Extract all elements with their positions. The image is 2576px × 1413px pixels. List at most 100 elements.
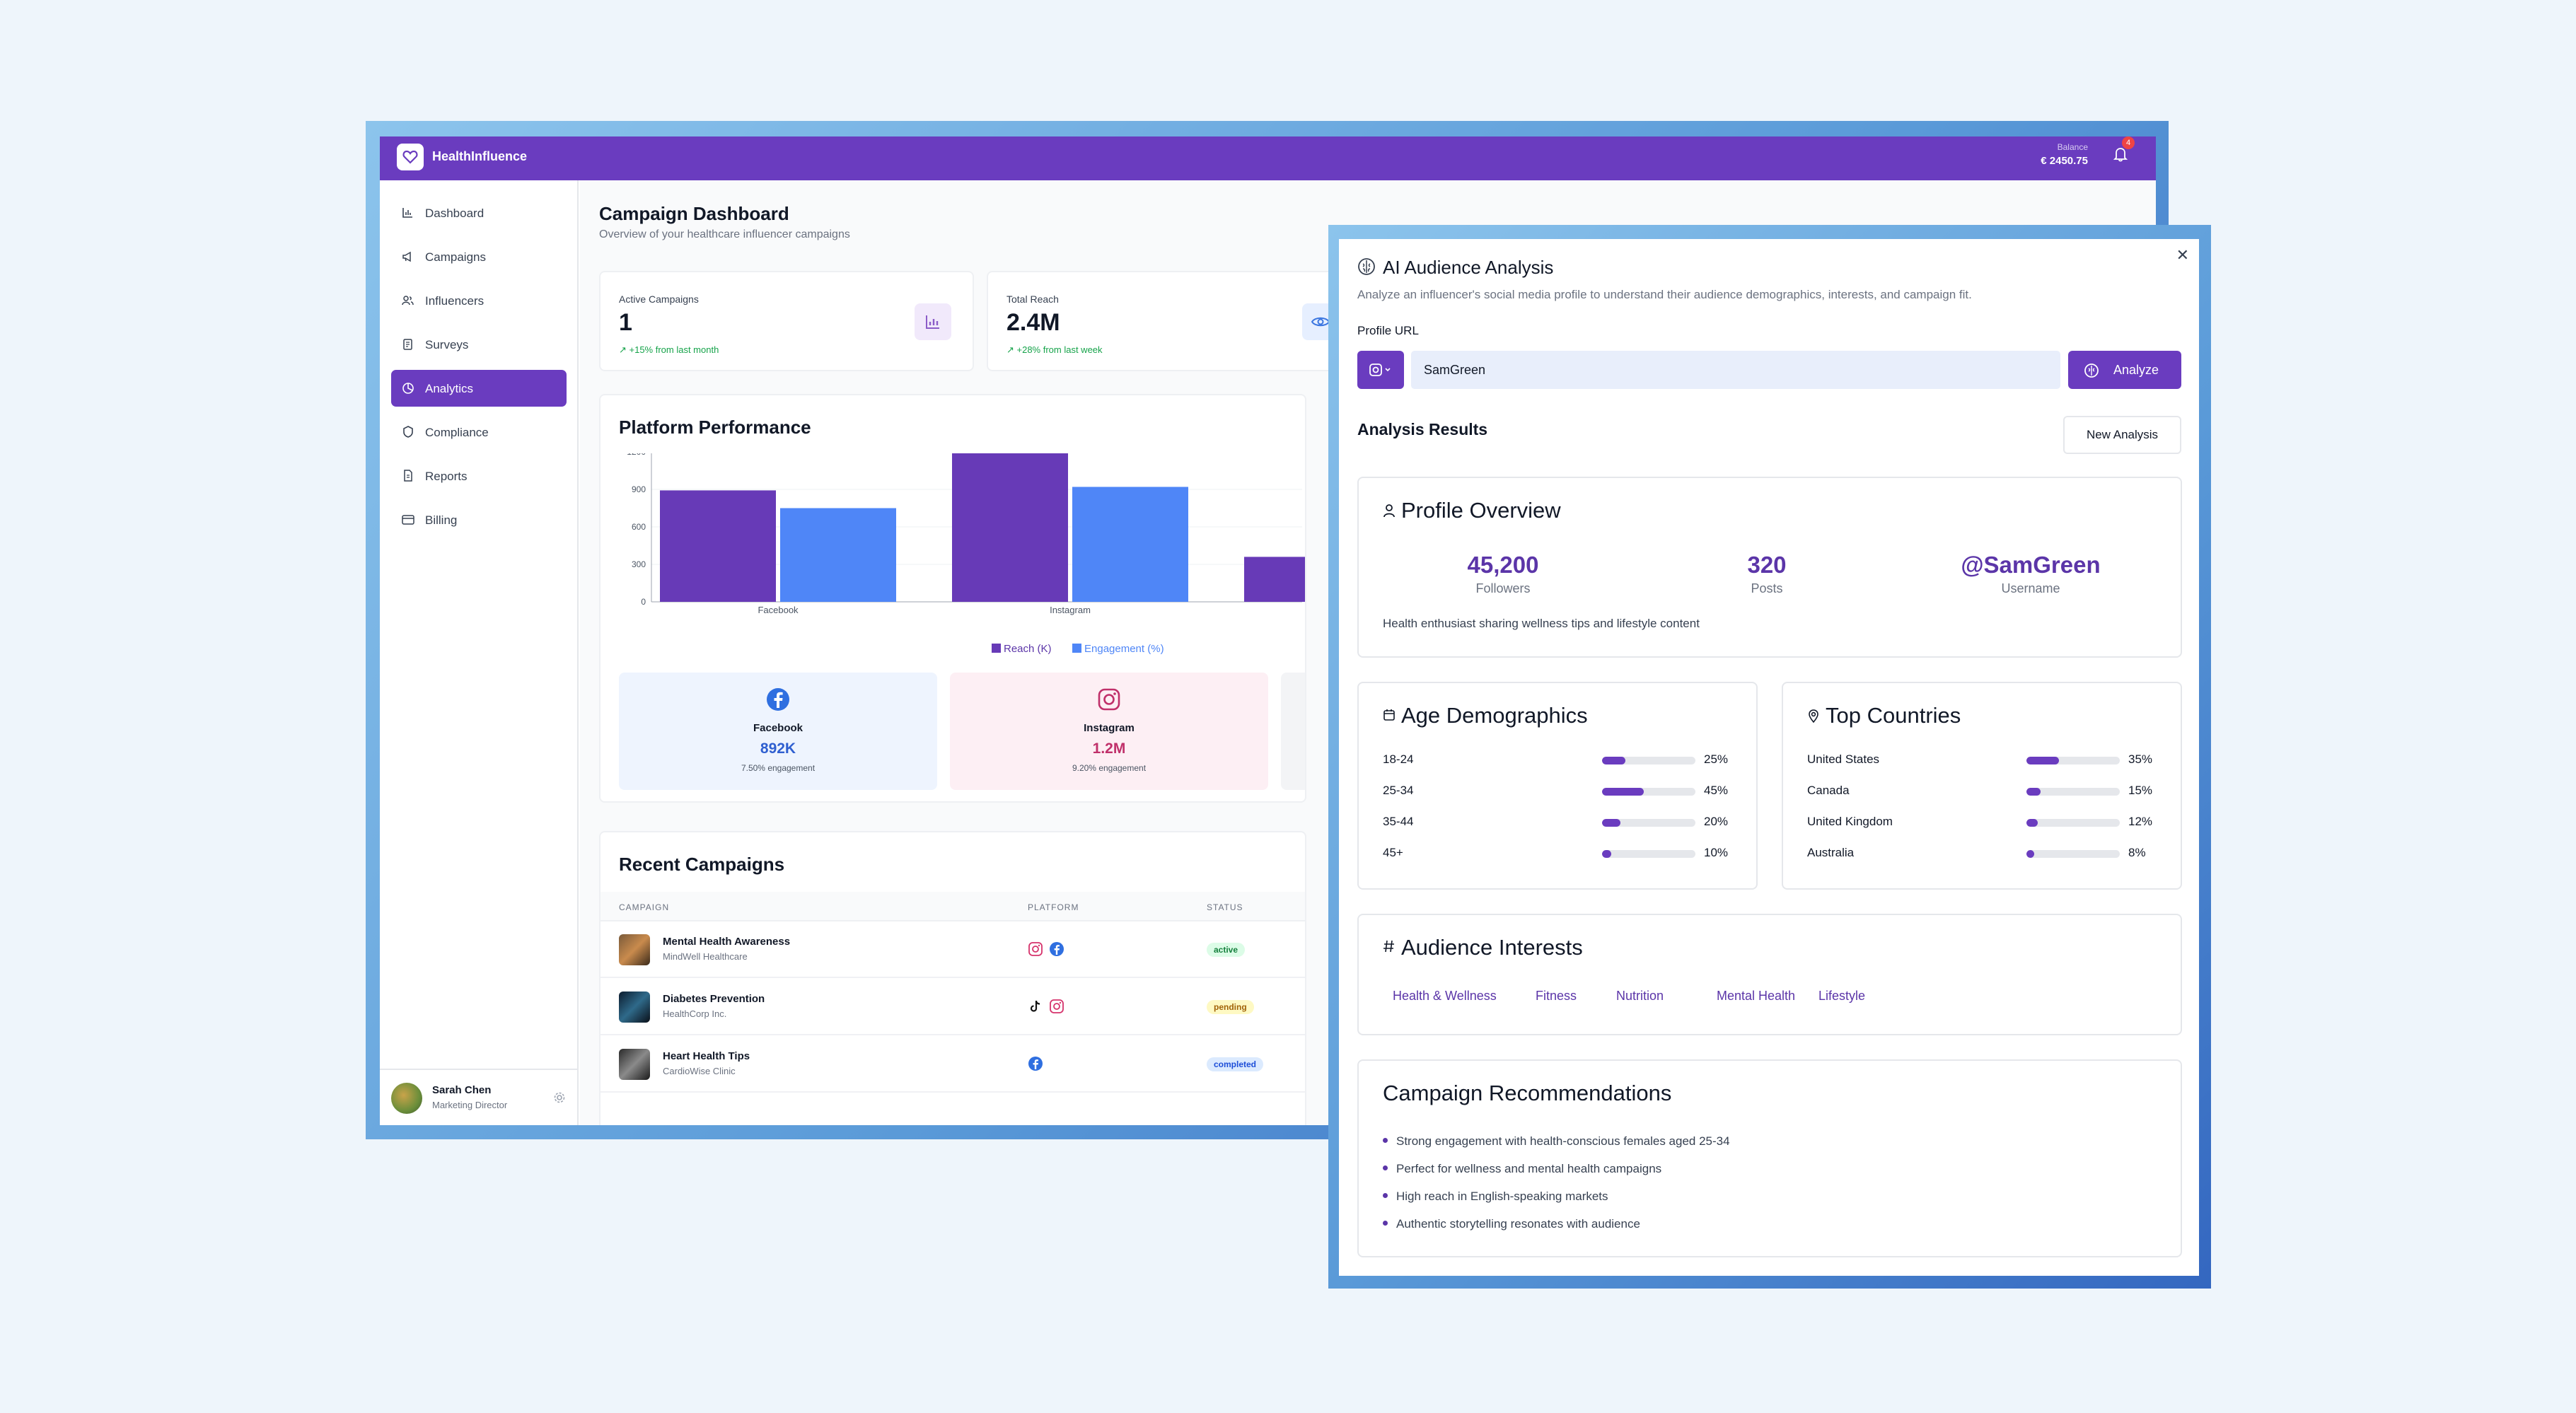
megaphone-icon (402, 251, 411, 262)
platform-icons (1028, 999, 1070, 1018)
bar-row: 45+ 10% (1383, 844, 1780, 861)
recent-campaigns-panel: Recent Campaigns CAMPAIGN PLATFORM STATU… (599, 831, 1306, 1125)
platform-card-instagram[interactable]: Instagram 1.2M 9.20% engagement (950, 673, 1268, 790)
stat-value: 2.4M (1006, 309, 1060, 336)
campaign-name: Mental Health Awareness (663, 936, 791, 948)
sidebar-item-label: Analytics (425, 382, 474, 395)
bar-row: United Kingdom 12% (1807, 813, 2199, 830)
analyze-label: Analyze (2113, 363, 2159, 377)
recommendation-item: Perfect for wellness and mental health c… (1383, 1162, 1661, 1176)
followers-label: Followers (1475, 581, 1531, 595)
facebook-icon (1050, 942, 1064, 956)
analyze-button[interactable]: Analyze (2068, 351, 2181, 389)
stat-card-active-campaigns: Active Campaigns 1 ↗ +15% from last mont… (599, 271, 974, 371)
stat-value: 1 (619, 309, 632, 336)
interest-tag[interactable]: Mental Health (1717, 989, 1796, 1003)
campaign-org: HealthCorp Inc. (663, 1008, 727, 1019)
sidebar-item-label: Campaigns (425, 250, 486, 264)
sidebar-item-billing[interactable]: Billing (391, 501, 567, 538)
platform-bar-chart: 0 300 600 900 1200 Facebook Instagram (627, 453, 1305, 615)
close-icon[interactable]: ✕ (2176, 246, 2189, 264)
bar-chart-icon (402, 208, 412, 218)
user-profile[interactable]: Sarah Chen Marketing Director (380, 1069, 579, 1125)
bar-label: United States (1807, 752, 1880, 766)
campaign-org: CardioWise Clinic (663, 1066, 736, 1076)
balance-value: € 2450.75 (2041, 155, 2088, 167)
card-title: Campaign Recommendations (1383, 1081, 1672, 1105)
interest-tag[interactable]: Health & Wellness (1393, 989, 1497, 1003)
sidebar-item-surveys[interactable]: Surveys (391, 326, 567, 363)
campaign-recommendations-card: Campaign Recommendations Strong engageme… (1357, 1059, 2182, 1257)
column-header-platform: PLATFORM (1028, 902, 1079, 912)
bar-label: 45+ (1383, 846, 1403, 859)
sidebar-item-campaigns[interactable]: Campaigns (391, 238, 567, 275)
x-tick-label: Facebook (758, 605, 799, 615)
x-tick-label: Instagram (1050, 605, 1091, 615)
status-badge: completed (1207, 1057, 1264, 1071)
recommendation-item: Authentic storytelling resonates with au… (1383, 1217, 1640, 1231)
platform-select-button[interactable] (1357, 351, 1404, 389)
user-role: Marketing Director (432, 1100, 508, 1110)
recommendation-item: Strong engagement with health-conscious … (1383, 1134, 1730, 1149)
bar-engagement (780, 508, 896, 602)
sidebar-item-reports[interactable]: Reports (391, 458, 567, 494)
progress-fill (2026, 850, 2034, 858)
bar-row: 25-34 45% (1383, 782, 1780, 799)
bell-icon[interactable] (2113, 146, 2128, 165)
sidebar-item-compliance[interactable]: Compliance (391, 414, 567, 450)
table-row[interactable]: Diabetes Prevention HealthCorp Inc. pendin… (601, 979, 1305, 1035)
stat-change: ↗ +28% from last week (1006, 344, 1103, 355)
posts-value: 320 (1747, 552, 1787, 578)
settings-icon[interactable] (553, 1091, 566, 1107)
progress-bar (1602, 788, 1695, 796)
table-row[interactable]: Mental Health Awareness MindWell Healthca… (601, 921, 1305, 978)
platform-icons (1028, 941, 1070, 960)
bar-value: 25% (1704, 752, 1729, 766)
profile-url-label: Profile URL (1357, 324, 1419, 337)
column-header-campaign: CAMPAIGN (619, 902, 670, 912)
y-tick-label: 1200 (627, 453, 646, 457)
sidebar-item-influencers[interactable]: Influencers (391, 282, 567, 319)
platform-value: 892K (760, 740, 796, 757)
username-label: Username (2001, 581, 2060, 595)
bar-row: 35-44 20% (1383, 813, 1780, 830)
sidebar: Dashboard Campaigns Influencers Surveys Anal… (380, 180, 579, 1125)
platform-engagement: 9.20% engagement (1072, 763, 1147, 773)
profile-url-input[interactable] (1411, 351, 2060, 389)
bar-row: Canada 15% (1807, 782, 2199, 799)
interest-tag[interactable]: Nutrition (1616, 989, 1664, 1003)
platform-performance-panel: Platform Performance 0 300 600 900 1200 Faceb… (599, 394, 1306, 803)
interest-tag[interactable]: Lifestyle (1818, 989, 1866, 1003)
platform-card-facebook[interactable]: Facebook 892K 7.50% engagement (619, 673, 937, 790)
campaign-name: Diabetes Prevention (663, 993, 765, 1005)
sidebar-item-label: Surveys (425, 338, 469, 351)
new-analysis-button[interactable]: New Analysis (2063, 416, 2181, 454)
users-icon (402, 296, 414, 306)
progress-fill (2026, 788, 2041, 796)
bar-value: 45% (1704, 784, 1729, 797)
interest-tag[interactable]: Fitness (1536, 989, 1577, 1003)
tiktok-icon (1030, 1000, 1040, 1012)
age-demographics-card: Age Demographics 18-24 25% 25-34 45% 35-44 20… (1357, 682, 1758, 890)
instagram-icon (1050, 999, 1064, 1013)
progress-fill (2026, 757, 2060, 764)
sidebar-item-dashboard[interactable]: Dashboard (391, 194, 567, 231)
shield-icon (403, 426, 413, 438)
progress-bar (2026, 819, 2120, 827)
recommendation-item: High reach in English-speaking markets (1383, 1190, 1608, 1204)
profile-overview-card: Profile Overview 45,200 Followers 320 Po… (1357, 477, 2182, 658)
stat-change: ↗ +15% from last month (619, 344, 719, 355)
campaign-thumbnail (619, 992, 650, 1023)
progress-bar (1602, 850, 1695, 858)
campaign-name: Heart Health Tips (663, 1050, 750, 1062)
facebook-icon (767, 688, 789, 711)
bar-reach (952, 453, 1068, 602)
platform-value: 1.2M (1092, 740, 1126, 757)
progress-fill (1602, 757, 1625, 764)
map-pin-icon (1807, 709, 1820, 726)
bar-chart-icon (915, 303, 951, 340)
table-row[interactable]: Heart Health Tips CardioWise Clinic comple… (601, 1036, 1305, 1093)
platform-card-third[interactable] (1281, 673, 1305, 790)
bar-row: United States 35% (1807, 751, 2199, 768)
sidebar-item-analytics[interactable]: Analytics (391, 370, 567, 407)
